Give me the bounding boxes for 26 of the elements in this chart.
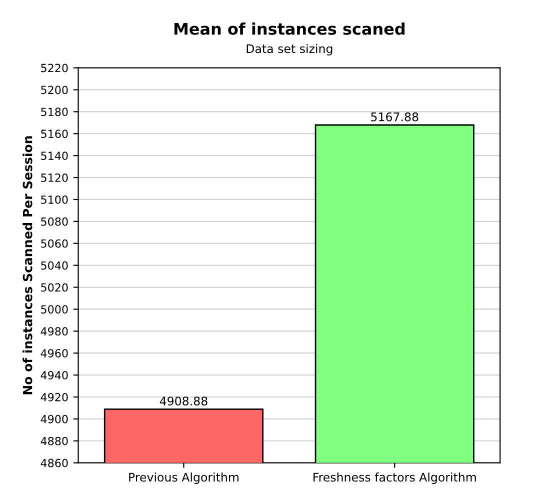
y-tick-label: 4860 xyxy=(40,458,68,468)
y-tick-label: 5120 xyxy=(41,174,68,182)
y-tick-label: 5180 xyxy=(41,108,68,116)
y-tick-label: 5020 xyxy=(41,283,68,292)
y-tick-label: 5040 xyxy=(41,261,68,270)
x-tick-label: Freshness factors Algorithm xyxy=(314,472,476,484)
y-tick-label: 5060 xyxy=(41,239,68,248)
data-label: 5167.88 xyxy=(371,112,418,122)
y-tick-label: 5200 xyxy=(41,86,68,94)
y-tick-label: 4940 xyxy=(40,371,68,380)
y-tick-label: 4880 xyxy=(40,436,68,446)
y-tick-label: 5100 xyxy=(41,195,68,204)
y-tick-label: 4980 xyxy=(40,327,68,336)
chart-title: Mean of instances scaned xyxy=(174,22,405,35)
y-tick-label: 5140 xyxy=(41,152,68,160)
y-tick-label: 5080 xyxy=(41,217,68,226)
data-label: 4908.88 xyxy=(160,396,208,406)
y-tick-label: 4900 xyxy=(40,414,68,424)
y-axis-title: No of instances Scanned Per Session xyxy=(22,136,32,394)
y-tick-label: 4920 xyxy=(40,392,68,402)
y-tick-label: 5160 xyxy=(41,130,68,138)
y-tick-label: 5220 xyxy=(41,64,68,72)
chart-subtitle: Data set sizing xyxy=(246,44,332,56)
x-tick-label: Previous Algorithm xyxy=(129,472,238,484)
y-tick-label: 4960 xyxy=(40,349,68,358)
y-tick-label: 5000 xyxy=(41,305,68,314)
